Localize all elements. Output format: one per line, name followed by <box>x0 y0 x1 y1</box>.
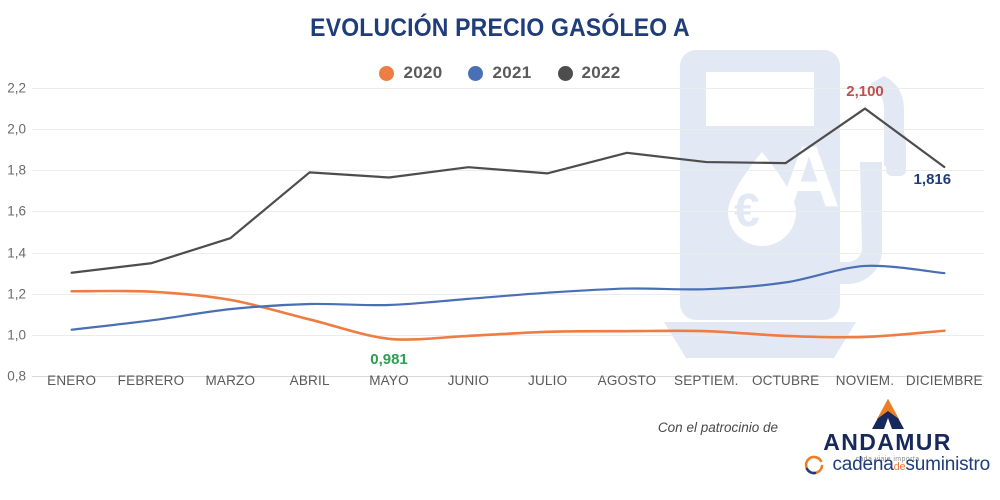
x-axis: ENERO FEBRERO MARZO ABRIL MAYO JUNIO JULIO AGOS… <box>32 370 984 394</box>
x-axis-tick-label: ABRIL <box>289 373 330 388</box>
y-axis-tick-label: 1,6 <box>7 203 26 219</box>
x-axis-tick-label: FEBRERO <box>117 373 185 388</box>
circle-marker-icon <box>379 65 395 81</box>
x-axis-tick-label: OCTUBRE <box>751 373 820 388</box>
data-label-2-100: 2,100 <box>846 82 884 100</box>
circle-marker-icon <box>468 65 484 81</box>
circle-marker-icon <box>557 65 573 81</box>
legend-label-2021: 2021 <box>492 63 532 82</box>
andamur-logo[interactable]: ANDAMUR cada viaje importa <box>785 398 990 463</box>
sponsor-prefix: Con el patrocinio de <box>657 420 778 435</box>
line-series-2022 <box>70 107 946 274</box>
x-axis-tick-label: MARZO <box>205 373 256 388</box>
x-axis-tick-label: JULIO <box>528 373 568 388</box>
y-axis-tick-label: 2,2 <box>7 80 26 96</box>
legend-item-2022[interactable]: 2022 <box>557 63 621 83</box>
gridline <box>32 334 984 336</box>
x-axis-line <box>32 376 984 377</box>
data-label-0-981: 0,981 <box>370 350 408 368</box>
y-axis-tick-label: 1,4 <box>7 245 26 261</box>
cadena-suministro-wordmark: cadenadesuministro <box>832 454 990 476</box>
gridline <box>32 88 984 89</box>
legend-label-2022: 2022 <box>581 63 621 82</box>
legend-item-2021[interactable]: 2021 <box>468 63 531 83</box>
legend-label-2020: 2020 <box>403 63 443 82</box>
line-series-2021 <box>70 264 946 331</box>
x-axis-tick-label: JUNIO <box>447 373 490 388</box>
y-axis: 0,8 1,0 1,2 1,4 1,6 1,8 2,0 2,2 <box>0 81 32 384</box>
y-axis-tick-label: 2,0 <box>7 121 26 137</box>
x-axis-tick-label: MAYO <box>369 373 409 388</box>
x-axis-tick-label: ENERO <box>47 373 97 388</box>
x-axis-tick-label: SEPTIEM. <box>674 373 739 388</box>
footer: Con el patrocinio de ANDAMUR cada viaje … <box>600 396 1000 496</box>
y-axis-tick-label: 1,8 <box>7 162 26 178</box>
andamur-arrow-icon <box>871 399 904 429</box>
gridline <box>32 211 984 213</box>
x-axis-tick-label: NOVIEM. <box>835 373 895 388</box>
y-axis-tick-label: 0,8 <box>7 368 26 384</box>
cadena-suministro-logo[interactable]: cadenadesuministro <box>803 454 990 476</box>
gridline <box>32 129 984 131</box>
y-axis-tick-label: 1,0 <box>7 327 26 343</box>
legend-item-2020[interactable]: 2020 <box>379 63 442 83</box>
x-axis-tick-label: DICIEMBRE <box>905 373 983 388</box>
gridline <box>32 252 984 254</box>
x-axis-tick-label: AGOSTO <box>597 373 657 388</box>
legend: 2020 2021 2022 <box>0 63 1000 83</box>
cds-part3: suministro <box>905 454 990 475</box>
circular-arrow-icon <box>805 455 824 475</box>
y-axis-tick-label: 1,2 <box>7 286 26 302</box>
gridline <box>32 293 984 295</box>
cds-part2: de <box>893 461 906 473</box>
cds-part1: cadena <box>832 454 894 475</box>
line-series-2020 <box>70 289 946 341</box>
andamur-wordmark: ANDAMUR <box>823 429 952 455</box>
page-title: EVOLUCIÓN PRECIO GASÓLEO A <box>310 14 690 42</box>
andamur-tagline: cada viaje importa <box>855 456 920 463</box>
data-label-1-816: 1,816 <box>913 170 952 188</box>
